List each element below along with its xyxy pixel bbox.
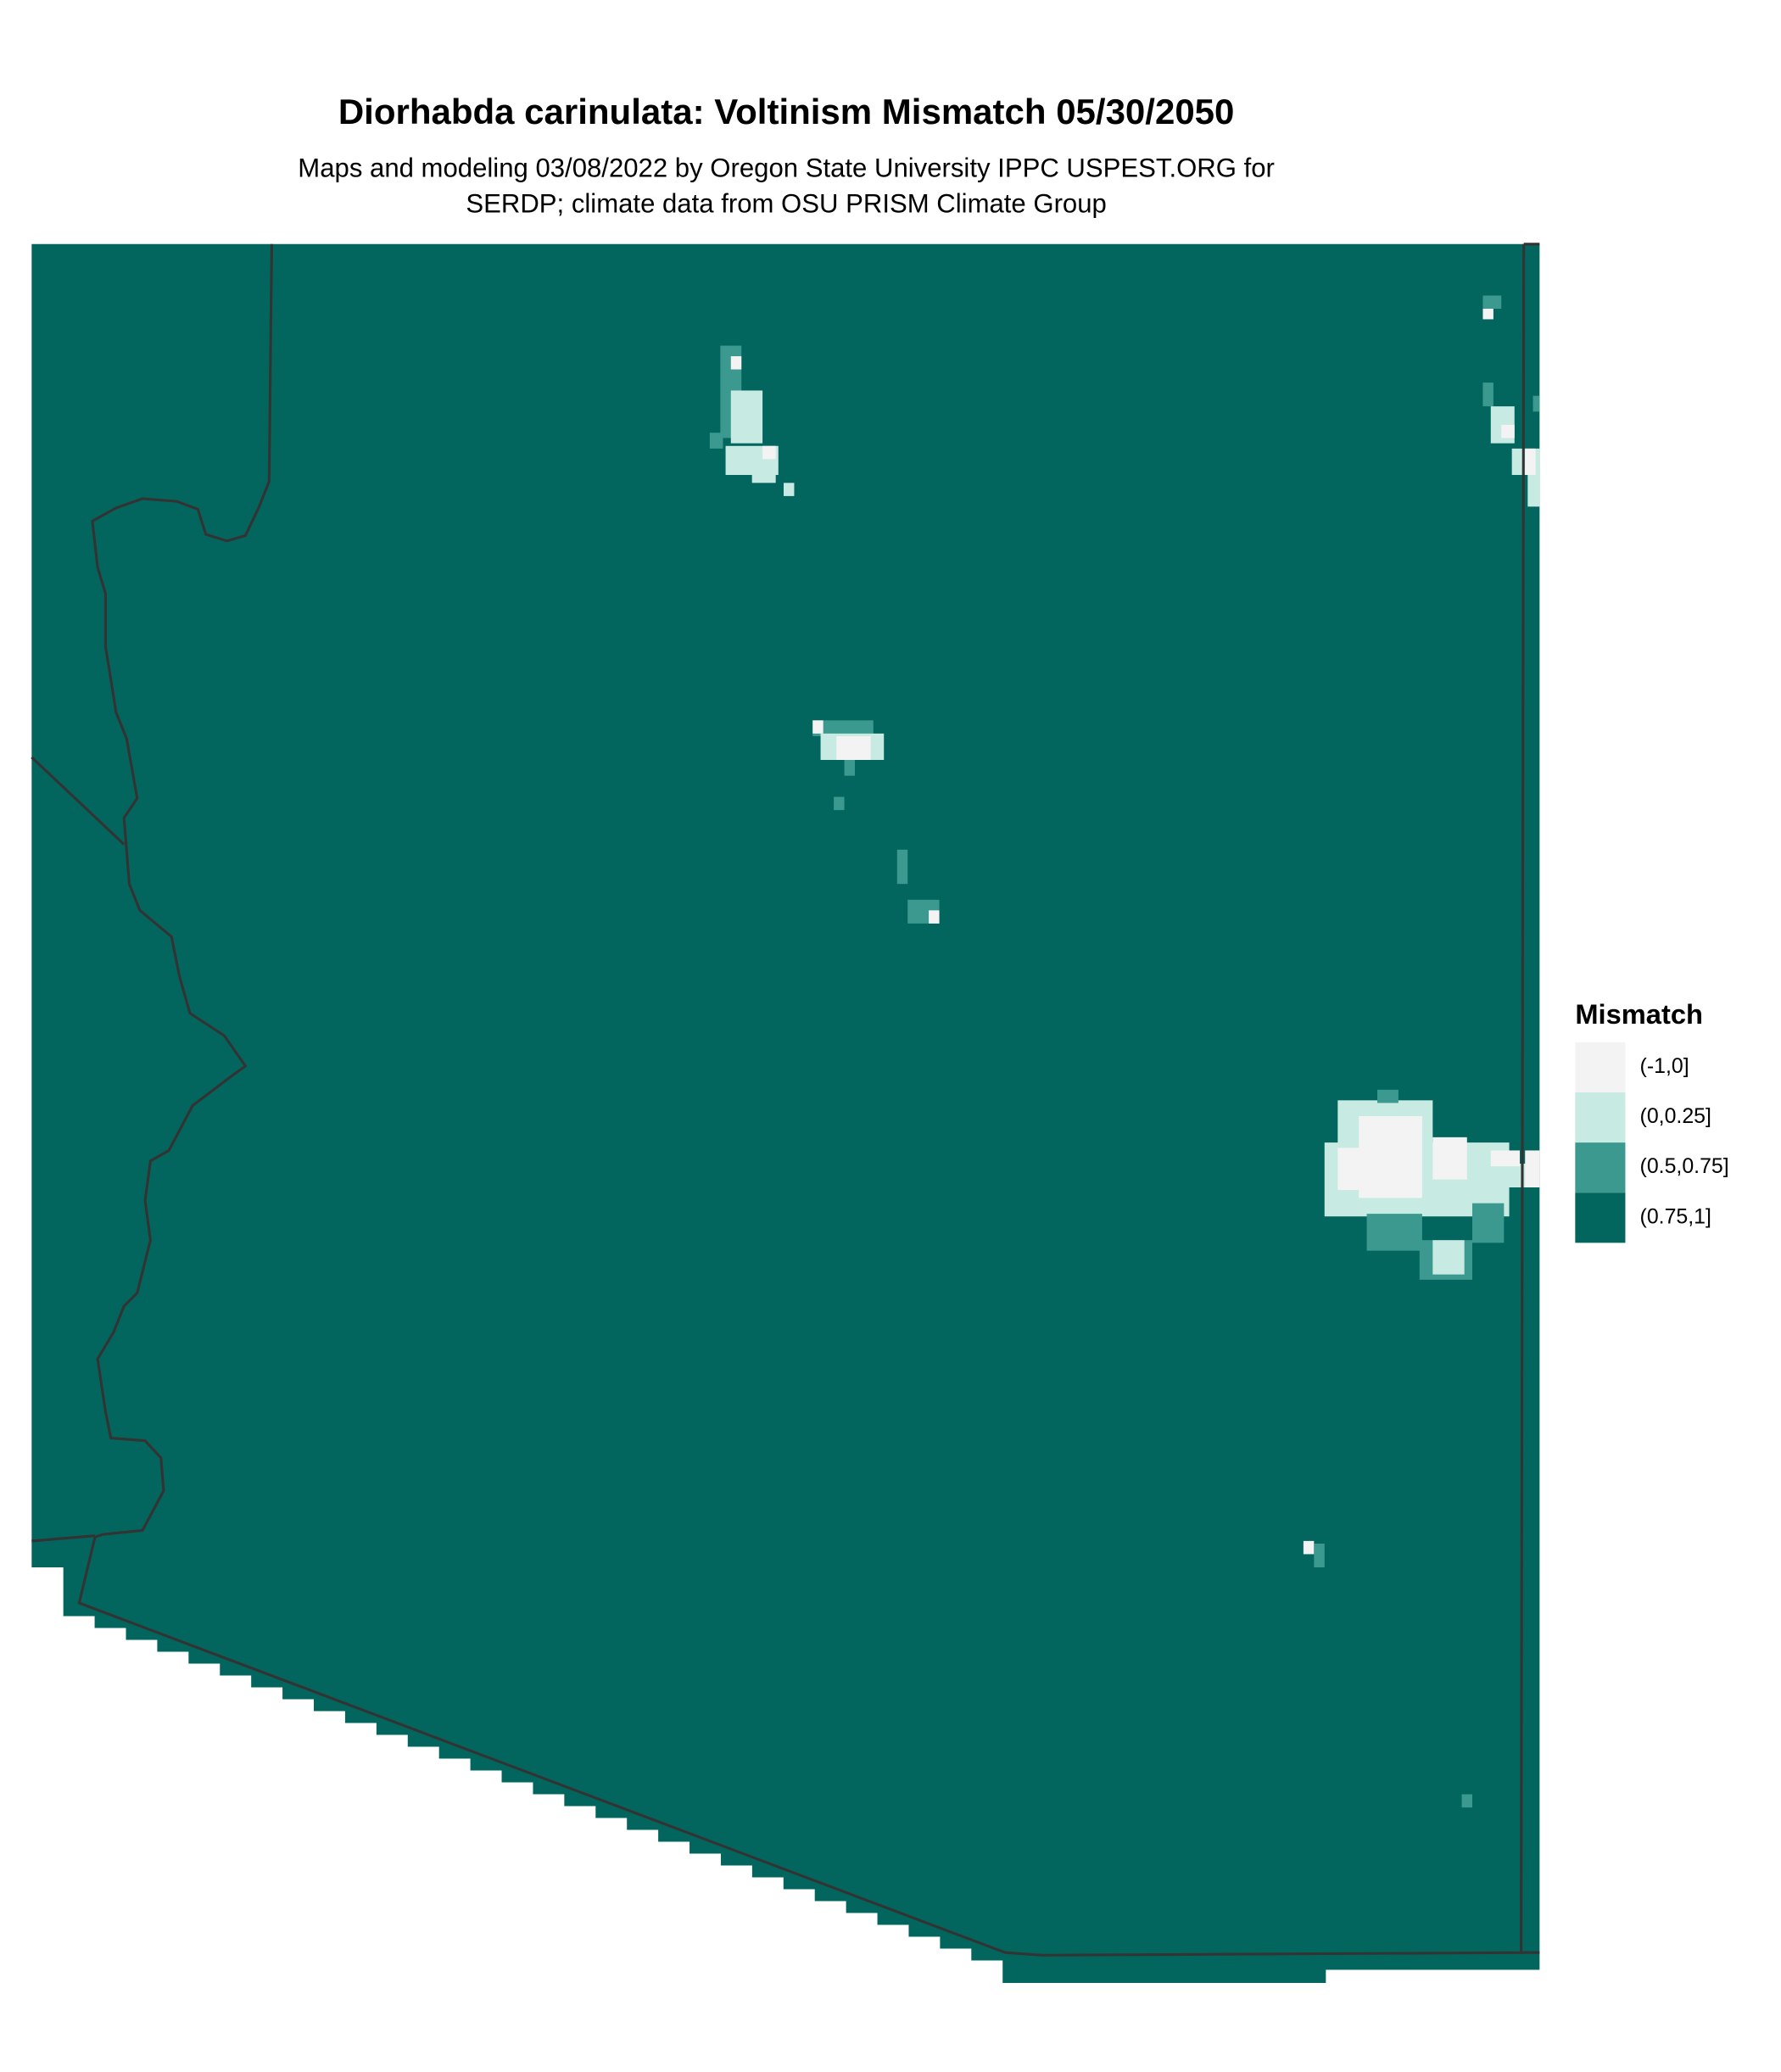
legend-key [1575, 1192, 1626, 1243]
mismatch-patch [812, 720, 824, 734]
mismatch-patch [1472, 1203, 1505, 1243]
region-fill [31, 243, 1540, 1983]
mismatch-patch [730, 390, 763, 444]
mismatch-patch [1482, 309, 1493, 320]
mismatch-patch [730, 356, 742, 370]
mismatch-patch [1527, 475, 1540, 507]
state-border [77, 243, 1526, 1957]
mismatch-patch [836, 736, 871, 760]
legend-label: (-1,0] [1640, 1054, 1689, 1078]
subtitle: SERDP; climate data from OSU PRISM Clima… [466, 188, 1106, 218]
mismatch-patch [784, 483, 795, 496]
mismatch-patch [1432, 1240, 1465, 1275]
state-border [31, 1534, 96, 1543]
borders [31, 243, 1540, 1957]
mismatch-patch [1366, 1214, 1422, 1251]
mismatch-patch [1482, 295, 1502, 309]
mismatch-patch [1490, 1150, 1520, 1167]
legend-key [1575, 1092, 1626, 1143]
mismatch-patch [1501, 424, 1515, 438]
legend-label: (0.5,0.75] [1640, 1154, 1729, 1178]
mismatch-patch [1461, 1794, 1472, 1808]
mismatch-patch [1525, 448, 1536, 475]
legend-key [1575, 1042, 1626, 1092]
title: Diorhabda carinulata: Voltinism Mismatch… [338, 92, 1235, 131]
mismatch-patch [1533, 395, 1540, 412]
map [31, 243, 1540, 1983]
mismatch-patch [812, 720, 874, 736]
mismatch-patch [844, 760, 855, 776]
legend-label: (0.75,1] [1640, 1204, 1711, 1228]
subtitle: Maps and modeling 03/08/2022 by Oregon S… [298, 153, 1275, 182]
mismatch-patch [762, 445, 776, 460]
patches [709, 295, 1540, 1808]
mismatch-patch [834, 796, 845, 811]
mismatch-patch [1482, 383, 1493, 407]
state-border [31, 756, 126, 846]
mismatch-patch [1377, 1089, 1399, 1103]
mismatch-patch [1337, 1148, 1391, 1191]
mismatch-patch [1303, 1540, 1315, 1555]
mismatch-patch [929, 910, 940, 924]
legend-label: (0,0.25] [1640, 1104, 1711, 1128]
mismatch-patch [1314, 1544, 1325, 1567]
mismatch-patch [1525, 1150, 1540, 1187]
mismatch-patch [896, 849, 908, 885]
mismatch-patch [751, 472, 776, 483]
mismatch-patch [709, 433, 723, 449]
legend-title: Mismatch [1575, 998, 1703, 1030]
legend: (-1,0] (0,0.25] (0.5,0.75] (0.75,1] [1575, 1042, 1729, 1243]
state-border [1521, 243, 1540, 1954]
legend-key [1575, 1142, 1626, 1193]
mismatch-patch [1432, 1137, 1467, 1180]
